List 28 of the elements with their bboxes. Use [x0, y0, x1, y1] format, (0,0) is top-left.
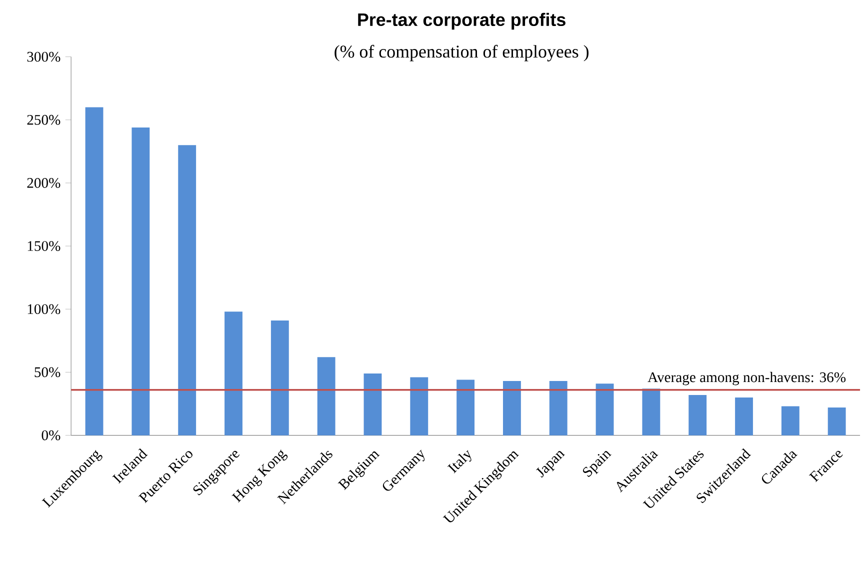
- bar: [549, 381, 568, 436]
- bar: [502, 381, 521, 436]
- y-tick-label: 150%: [28, 241, 60, 252]
- bar: [178, 145, 196, 436]
- ref-line-label: Average among non-havens: 36%: [648, 372, 846, 386]
- bar: [456, 380, 475, 436]
- bar: [642, 388, 660, 436]
- bar: [364, 374, 382, 436]
- chart-title: Pre-tax corporate profits: [358, 12, 566, 30]
- bar: [317, 357, 336, 436]
- bar: [828, 408, 846, 436]
- y-tick-label: 250%: [27, 115, 60, 125]
- bar: [688, 395, 707, 436]
- y-tick-label: 0%: [42, 430, 60, 440]
- bar: [132, 128, 150, 436]
- y-tick-label: 100%: [28, 304, 60, 314]
- bar: [224, 312, 242, 436]
- x-tick-label: Italy: [447, 450, 472, 474]
- bar: [85, 107, 104, 436]
- y-tick-label: 300%: [27, 52, 60, 62]
- bar: [735, 398, 753, 436]
- bar: [270, 320, 289, 436]
- bar: [596, 384, 614, 436]
- y-tick-label: 50%: [34, 367, 60, 378]
- chart-subtitle: (% of compensation of employees ): [334, 44, 589, 62]
- bar: [410, 377, 428, 436]
- bar: [781, 406, 800, 436]
- y-tick-label: 200%: [27, 178, 60, 188]
